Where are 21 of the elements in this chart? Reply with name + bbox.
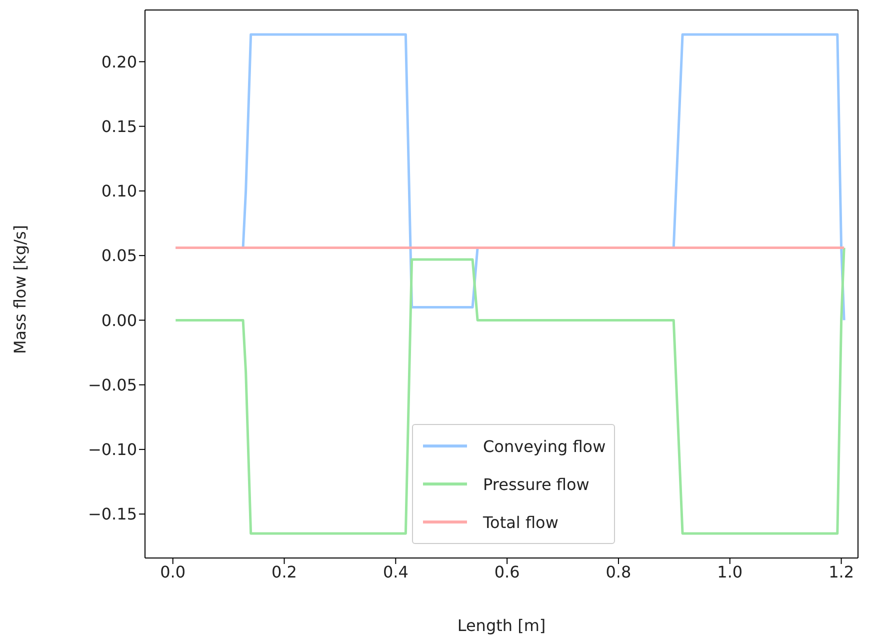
x-tick-label: 0.2: [272, 562, 297, 582]
x-tick-label: 1.0: [717, 562, 743, 582]
y-tick-label: 0.20: [101, 52, 137, 72]
y-tick-label: −0.10: [88, 440, 137, 460]
x-tick-label: 0.6: [494, 562, 520, 582]
y-tick-label: −0.05: [88, 375, 137, 394]
x-tick-label: 1.2: [828, 562, 854, 582]
legend-label: Conveying flow: [483, 436, 606, 456]
x-tick-label: 0.4: [382, 562, 408, 582]
y-tick-label: 0.05: [101, 246, 137, 266]
x-axis-title: Length [m]: [457, 616, 546, 635]
x-tick-label: 0.8: [606, 562, 632, 582]
y-tick-label: −0.15: [88, 504, 137, 524]
y-axis-title: Mass flow [kg/s]: [10, 224, 30, 354]
x-tick-label: 0.0: [160, 562, 186, 582]
y-tick-label: 0.15: [101, 117, 137, 136]
legend-label: Total flow: [483, 512, 558, 532]
y-tick-label: 0.00: [101, 310, 137, 330]
line-series: [174, 246, 846, 535]
legend-label: Pressure flow: [483, 474, 590, 494]
y-tick-label: 0.10: [101, 182, 137, 201]
